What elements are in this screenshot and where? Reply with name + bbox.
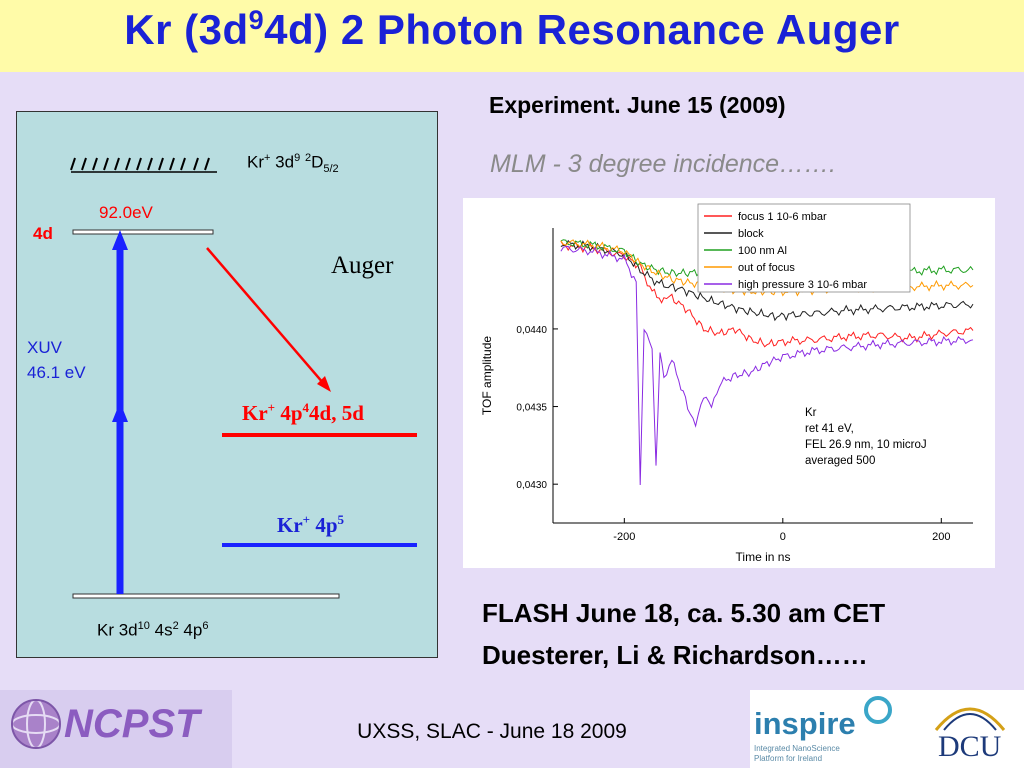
inspire-logo-text: inspire (754, 706, 856, 741)
legend-box (697, 203, 911, 293)
y-tick-label-0: 0,0430 (516, 480, 547, 491)
experiment-subtitle: MLM - 3 degree incidence……. (490, 150, 836, 178)
x-tick-label-0: -200 (613, 531, 635, 543)
annotation-line-0: Kr (805, 407, 817, 419)
footer-center-text: UXSS, SLAC - June 18 2009 (357, 720, 627, 743)
dcu-arc-icon (934, 707, 1006, 731)
diagram-graphics (70, 157, 417, 599)
legend-label-4: high pressure 3 10-6 mbar (738, 279, 867, 291)
legend-label-1: block (738, 228, 764, 240)
experiment-heading: Experiment. June 15 (2009) (489, 92, 786, 118)
slide-title: Kr (3d94d) 2 Photon Resonance Auger (124, 5, 900, 53)
flash-line-2: Duesterer, Li & Richardson…… (482, 640, 868, 670)
ncpst-logo: NCPST (0, 690, 232, 768)
xuv-energy-label: 46.1 eV (27, 363, 86, 382)
title-bar (0, 0, 1024, 72)
legend-label-3: out of focus (738, 262, 795, 274)
auger-arrow-line (206, 247, 325, 385)
energy-label: 92.0eV (99, 203, 153, 222)
auger-label: Auger (331, 252, 394, 279)
xuv-arrow-head-top (112, 230, 128, 250)
annotation-line-3: averaged 500 (805, 455, 875, 467)
ground-state-label: Kr 3d10 4s2 4p6 (97, 620, 209, 640)
annotation-line-2: FEL 26.9 nm, 10 microJ (805, 439, 927, 451)
y-tick-label-2: 0,0440 (516, 325, 547, 336)
tof-chart: -200 0 200 0,0430 0,0435 0,0440 Time in ns TOF … (463, 198, 995, 568)
ncpst-globe-icon (11, 699, 61, 749)
level-4d (72, 229, 214, 235)
x-axis-label: Time in ns (736, 550, 791, 564)
y-tick-label-1: 0,0435 (516, 403, 547, 414)
final-state-blue-label: Kr+ 4p5 (277, 512, 345, 537)
tof-chart-svg: -200 0 200 0,0430 0,0435 0,0440 Time in ns TOF … (480, 203, 974, 564)
legend-label-2: 100 nm Al (738, 245, 787, 257)
xuv-label: XUV (27, 338, 62, 357)
series-line-4 (560, 245, 974, 486)
ionization-hatch (70, 157, 210, 171)
series-line-1 (560, 239, 974, 322)
final-state-red-label: Kr+ 4p44d, 5d (242, 400, 364, 425)
inspire-ring-icon (864, 696, 892, 724)
state-4d-label: 4d (33, 224, 53, 243)
ncpst-text: NCPST (64, 702, 200, 746)
x-tick-label-1: 0 (780, 531, 786, 543)
footer-logos: inspire Integrated NanoScience Platform … (750, 690, 1024, 768)
x-tick-label-2: 200 (932, 531, 950, 543)
auger-arrow-head (317, 376, 331, 392)
dcu-logo-text: DCU (938, 730, 1002, 763)
inspire-subtitle-1: Integrated NanoScience (754, 744, 840, 753)
ion-level-label: Kr+ 3d9 2D5/2 (247, 152, 339, 176)
annotation-line-1: ret 41 eV, (805, 423, 854, 435)
energy-level-diagram: Kr+ 3d9 2D5/2 92.0eV 4d XUV 46.1 eV Auge… (16, 111, 438, 658)
xuv-arrow-head-mid (112, 402, 128, 422)
level-ground (72, 593, 340, 599)
inspire-subtitle-2: Platform for Ireland (754, 754, 823, 763)
flash-line-1: FLASH June 18, ca. 5.30 am CET (482, 598, 886, 628)
y-axis-label: TOF amplitude (480, 336, 494, 415)
legend-label-0: focus 1 10-6 mbar (738, 211, 827, 223)
